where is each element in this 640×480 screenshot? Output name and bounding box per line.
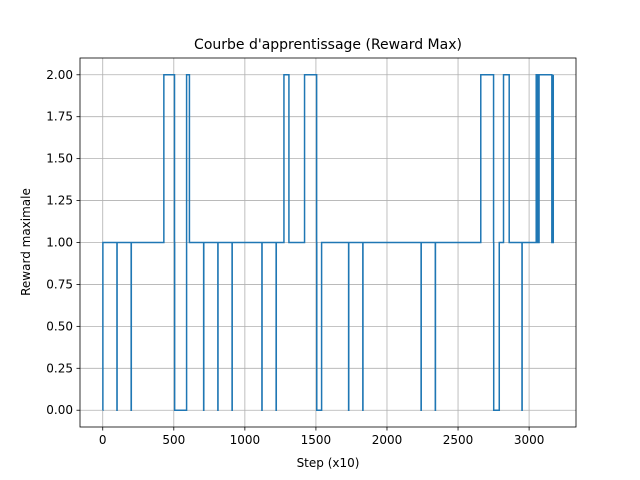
x-tick-label: 2000 — [372, 433, 403, 447]
plot-lines — [102, 74, 555, 411]
y-tick-label: 0.75 — [46, 277, 73, 291]
x-axis-label: Step (x10) — [297, 456, 360, 470]
y-tick-label: 0.25 — [46, 361, 73, 375]
chart-title: Courbe d'apprentissage (Reward Max) — [194, 37, 462, 53]
y-axis-label: Reward maximale — [19, 188, 33, 296]
y-tick-label: 2.00 — [46, 68, 73, 82]
x-axis: 0 500 1000 1500 2000 2500 3000 — [99, 427, 544, 447]
series-line — [102, 74, 555, 411]
x-tick-label: 1000 — [230, 433, 261, 447]
y-tick-label: 0.50 — [46, 319, 73, 333]
y-tick-label: 0.00 — [46, 403, 73, 417]
y-tick-label: 1.00 — [46, 236, 73, 250]
y-axis: 0.00 0.25 0.50 0.75 1.00 1.25 1.50 1.75 2.00 — [46, 68, 80, 417]
x-tick-label: 0 — [99, 433, 107, 447]
y-tick-label: 1.25 — [46, 194, 73, 208]
x-tick-label: 2500 — [443, 433, 474, 447]
x-tick-label: 500 — [162, 433, 185, 447]
x-tick-label: 3000 — [514, 433, 545, 447]
x-tick-label: 1500 — [301, 433, 332, 447]
y-tick-label: 1.50 — [46, 152, 73, 166]
y-tick-label: 1.75 — [46, 110, 73, 124]
